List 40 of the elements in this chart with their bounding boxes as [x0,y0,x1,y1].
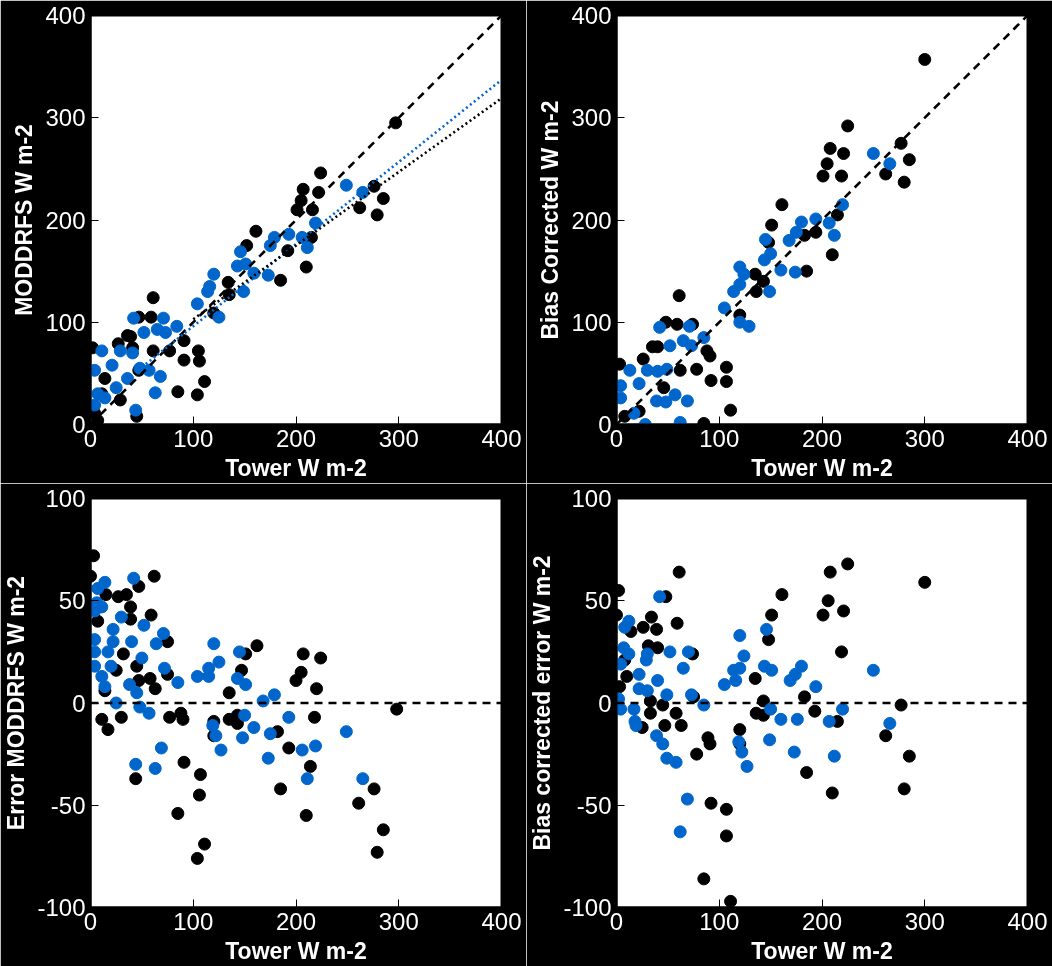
x-tick-label: 400 [481,424,522,452]
y-tick-label: -50 [50,791,86,819]
y-tick-label: 50 [58,587,86,615]
x-tick-label: 100 [699,907,740,935]
y-tick-label: 400 [571,2,612,29]
x-tick-label: 400 [1007,424,1048,452]
x-axis-title: Tower W m-2 [225,454,367,481]
x-tick-label: 400 [481,907,522,935]
x-tick-label: 400 [1007,907,1048,935]
x-tick-label: 300 [904,907,945,935]
x-tick-label: 100 [173,907,214,935]
x-tick-label: 100 [173,424,214,452]
y-tick-label: 0 [72,689,86,717]
x-tick-label: 300 [904,424,945,452]
y-tick-label: 100 [571,485,612,512]
y-tick-label: 200 [45,206,86,234]
x-tick-label: 200 [275,424,317,452]
y-axis-title: MODDRFS W m-2 [11,124,38,316]
y-axis-title: Bias corrected error W m-2 [529,555,556,851]
x-tick-label: 200 [275,907,317,935]
x-tick-label: 200 [801,424,843,452]
y-axis-title: Error MODDRFS W m-2 [3,575,30,831]
y-tick-label: -50 [576,791,612,819]
x-tick-label: 200 [801,907,843,935]
x-axis-title: Tower W m-2 [225,937,367,964]
y-tick-label: 300 [45,104,86,132]
x-axis-title: Tower W m-2 [751,454,893,481]
x-tick-label: 300 [378,907,419,935]
y-tick-label: 200 [571,206,612,234]
x-axis-title: Tower W m-2 [751,937,893,964]
y-tick-label: 400 [45,2,86,29]
y-tick-label: 50 [584,587,612,615]
y-tick-label: 100 [571,308,612,336]
y-tick-label: 0 [598,689,612,717]
y-tick-label: 100 [45,485,86,512]
x-tick-label: 100 [699,424,740,452]
y-axis-title: Bias Corrected W m-2 [537,100,564,340]
x-tick-label: 300 [378,424,419,452]
y-tick-label: 100 [45,308,86,336]
y-tick-label: 300 [571,104,612,132]
